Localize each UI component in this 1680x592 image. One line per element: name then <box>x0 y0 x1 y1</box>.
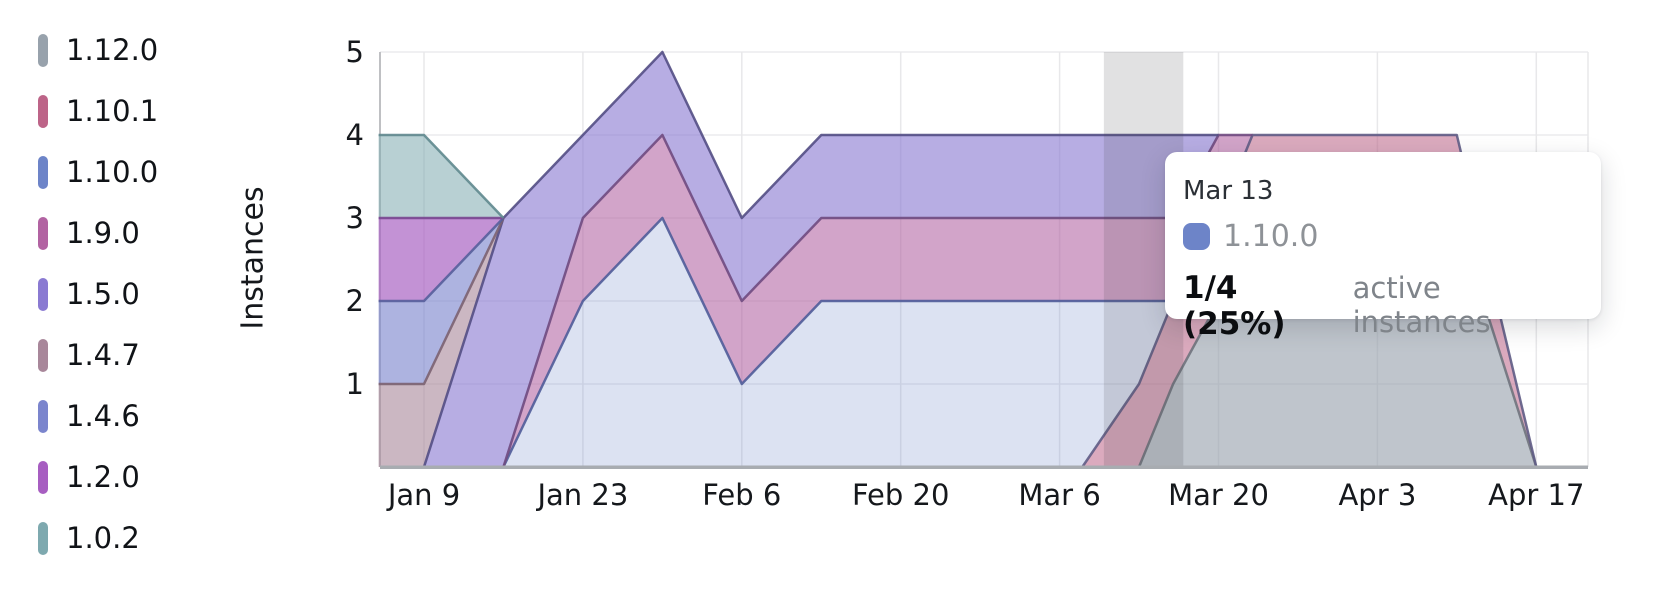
y-tick-label-2: 2 <box>346 284 364 318</box>
area-1-5-0[interactable] <box>424 52 1219 467</box>
version-color-swatch-icon <box>38 33 48 67</box>
tooltip-value-row: 1/4 (25%) active instances <box>1183 270 1575 342</box>
version-color-swatch-icon <box>38 399 48 433</box>
version-color-swatch-icon <box>38 277 48 311</box>
version-color-swatch-icon <box>38 521 48 555</box>
area-outline-1-0-2 <box>378 133 505 219</box>
legend-item-label: 1.12.0 <box>66 33 159 67</box>
legend-item-1-4-6[interactable]: 1.4.6 <box>38 399 140 433</box>
x-tick-label-jan-23: Jan 23 <box>535 478 628 512</box>
version-color-swatch-icon <box>38 216 48 250</box>
legend-item-1-4-7[interactable]: 1.4.7 <box>38 338 140 372</box>
tooltip-series-label: 1.10.0 <box>1223 219 1319 254</box>
tooltip-value: 1/4 (25%) <box>1183 270 1286 342</box>
y-tick-label-4: 4 <box>346 118 364 152</box>
x-tick-label-apr-3: Apr 3 <box>1338 478 1416 512</box>
x-tick-label-jan-9: Jan 9 <box>386 478 460 512</box>
area-outline-1-4-7 <box>378 217 505 386</box>
legend-item-1-9-0[interactable]: 1.9.0 <box>38 216 140 250</box>
area-outline-1-4-6 <box>378 217 505 303</box>
legend-item-label: 1.10.1 <box>66 94 159 128</box>
version-color-swatch-icon <box>38 338 48 372</box>
legend-item-label: 1.9.0 <box>66 216 140 250</box>
x-tick-label-feb-6: Feb 6 <box>702 478 781 512</box>
legend-item-1-10-1[interactable]: 1.10.1 <box>38 94 158 128</box>
legend-item-label: 1.4.6 <box>66 399 140 433</box>
legend-item-label: 1.2.0 <box>66 460 140 494</box>
y-tick-label-3: 3 <box>346 201 364 235</box>
tooltip-series-row: 1.10.0 <box>1183 219 1575 254</box>
legend-item-1-5-0[interactable]: 1.5.0 <box>38 277 140 311</box>
y-tick-label-1: 1 <box>346 367 364 401</box>
x-tick-label-mar-6: Mar 6 <box>1018 478 1100 512</box>
legend-item-label: 1.0.2 <box>66 521 140 555</box>
area-1-4-6[interactable] <box>378 218 504 384</box>
version-color-swatch-icon <box>38 155 48 189</box>
area-1-0-2[interactable] <box>378 135 504 218</box>
x-tick-label-feb-20: Feb 20 <box>852 478 949 512</box>
x-axis-line <box>380 465 1588 469</box>
legend-item-label: 1.10.0 <box>66 155 159 189</box>
x-tick-label-mar-20: Mar 20 <box>1168 478 1269 512</box>
version-color-swatch-icon <box>38 460 48 494</box>
area-outline-1-5-0 <box>422 50 1219 468</box>
tooltip-series-swatch-icon <box>1183 223 1210 250</box>
version-color-swatch-icon <box>38 94 48 128</box>
legend-item-1-0-2[interactable]: 1.0.2 <box>38 521 140 555</box>
legend-item-label: 1.5.0 <box>66 277 140 311</box>
tooltip-date: Mar 13 <box>1183 176 1274 206</box>
tooltip: Mar 13 1.10.0 1/4 (25%) active instances <box>1165 152 1601 342</box>
area-outline-1-10-0 <box>502 216 1174 468</box>
legend-item-1-2-0[interactable]: 1.2.0 <box>38 460 140 494</box>
legend-item-label: 1.4.7 <box>66 338 140 372</box>
area-1-4-7[interactable] <box>378 218 504 467</box>
legend-item-1-10-0[interactable]: 1.10.0 <box>38 155 158 189</box>
legend-item-1-12-0[interactable]: 1.12.0 <box>38 33 158 67</box>
area-1-10-0[interactable] <box>503 218 1174 467</box>
y-tick-label-5: 5 <box>346 35 364 69</box>
area-1-2-0[interactable] <box>378 218 504 301</box>
version-legend: 1.12.0 1.10.1 1.10.0 1.9.0 1.5.0 1.4.7 1.4.6 1.… <box>0 0 210 592</box>
x-tick-label-apr-17: Apr 17 <box>1488 478 1584 512</box>
tooltip-value-suffix: active instances <box>1352 271 1491 339</box>
